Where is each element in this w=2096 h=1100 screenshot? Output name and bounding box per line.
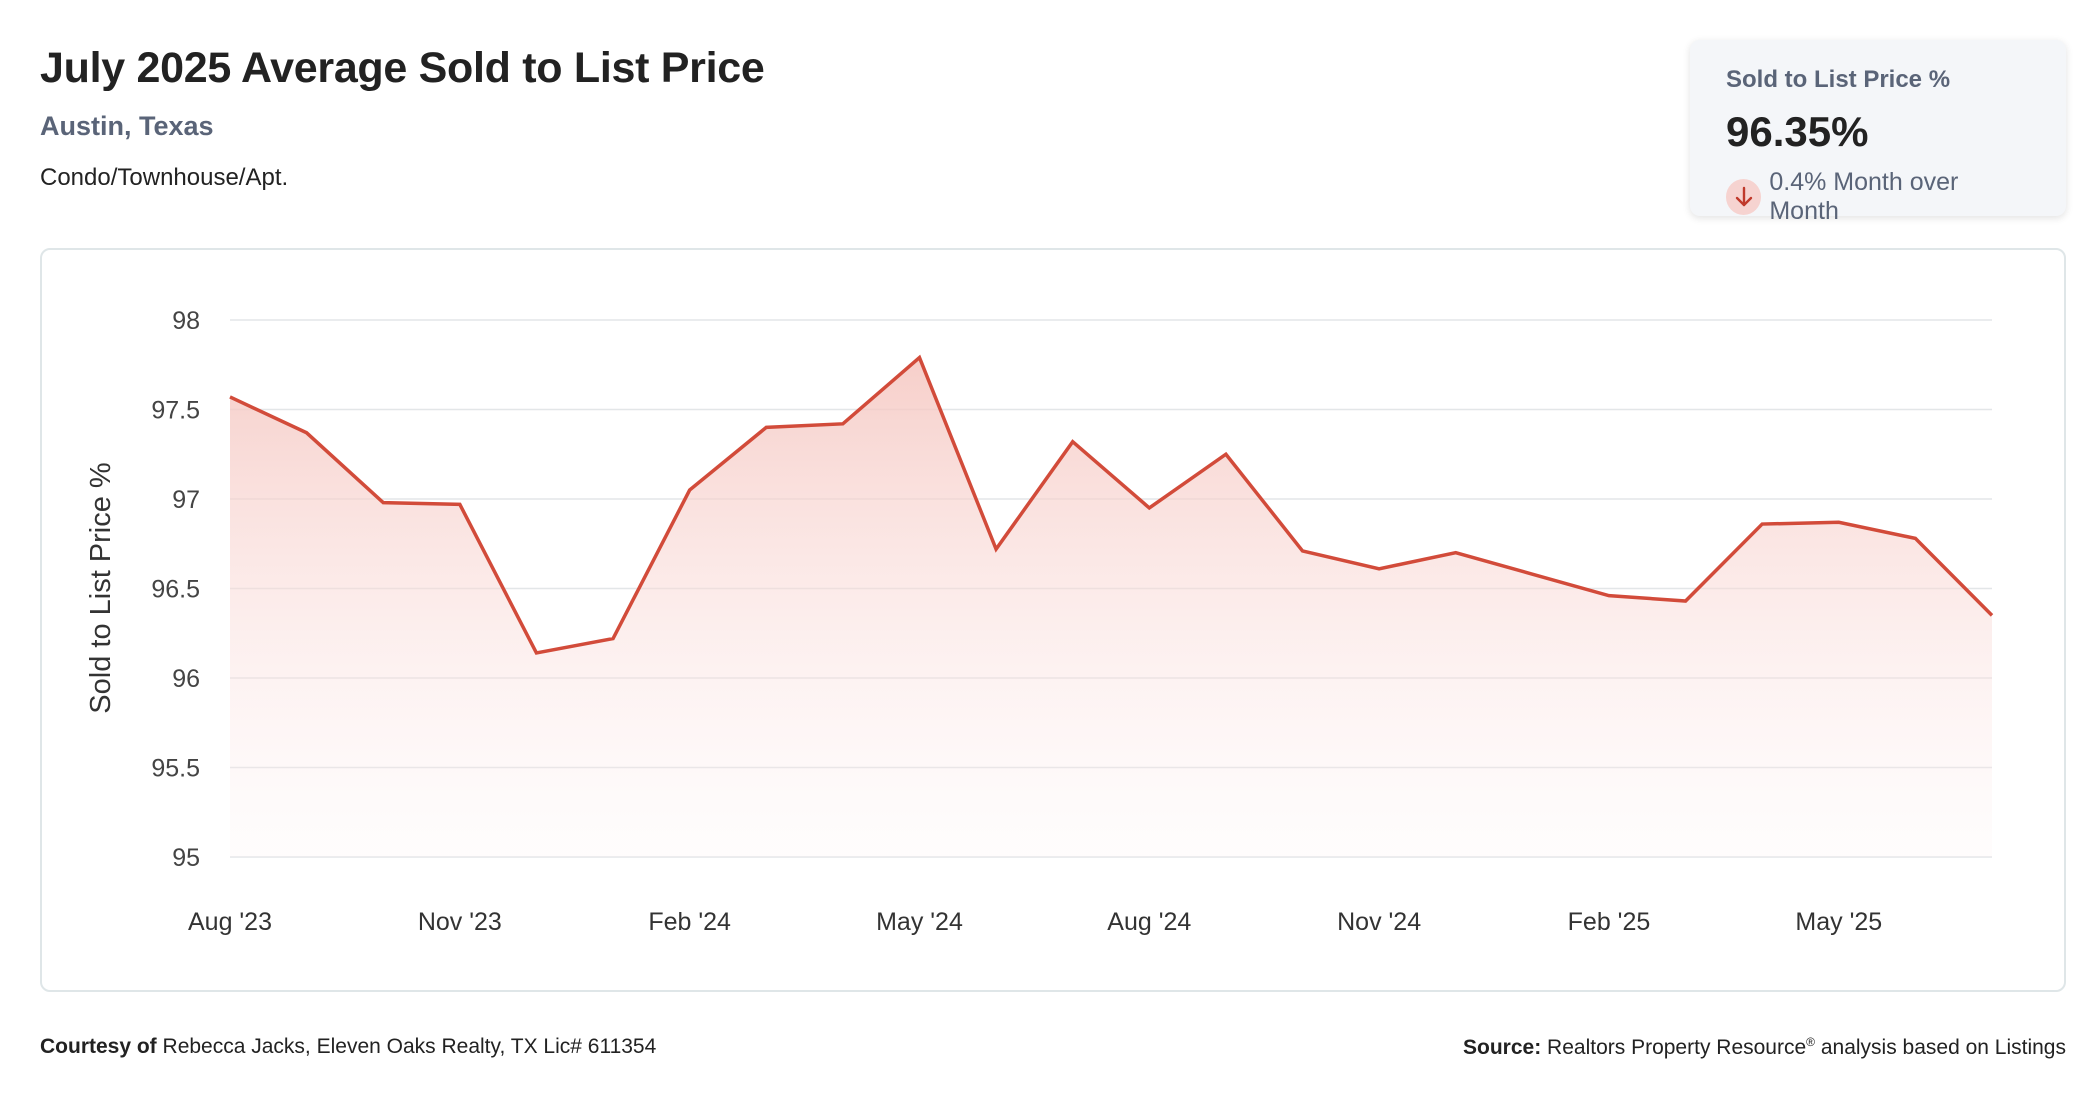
source-label: Source: [1463,1036,1542,1059]
location-subtitle: Austin, Texas [40,111,214,141]
y-tick-label: 96.5 [151,576,200,604]
data-point[interactable] [1682,597,1690,605]
footer-source: Source: Realtors Property Resource® anal… [1463,1035,2066,1060]
kpi-card: Sold to List Price % 96.35% 0.4% Month o… [1690,40,2066,225]
header: July 2025 Average Sold to List Price Aus… [40,44,765,192]
kpi-value: 96.35% [1726,108,1869,155]
property-type-label: Condo/Townhouse/Apt. [40,164,289,191]
data-point[interactable] [456,500,464,508]
data-point[interactable] [1528,570,1536,578]
registered-mark: ® [1806,1035,1815,1049]
data-point[interactable] [1605,592,1613,600]
data-point[interactable] [379,499,387,507]
courtesy-text: Rebecca Jacks, Eleven Oaks Realty, TX Li… [162,1035,657,1058]
data-point[interactable] [1299,547,1307,555]
chart-card: 98 97.5 97 96.5 96 95.5 95 Aug '23 Nov '23 Feb '… [40,248,2066,992]
x-tick-label: Nov '24 [1337,908,1421,936]
x-tick-label: Aug '23 [188,908,272,936]
data-point[interactable] [1069,438,1077,446]
page-title: July 2025 Average Sold to List Price [40,44,765,92]
data-point[interactable] [839,420,847,428]
data-point[interactable] [686,486,694,494]
data-point[interactable] [226,393,234,401]
x-tick-label: May '24 [876,908,963,936]
data-point[interactable] [762,423,770,431]
data-point[interactable] [1452,549,1460,557]
x-tick-label: Nov '23 [418,908,502,936]
kpi-change: 0.4% Month over Month [1726,168,2030,226]
data-point[interactable] [303,429,311,437]
series-line [229,354,1994,655]
footer-courtesy: Courtesy of Rebecca Jacks, Eleven Oaks R… [40,1035,656,1059]
data-point[interactable] [1911,534,1919,542]
kpi-label: Sold to List Price % [1726,66,1951,93]
data-point[interactable] [1375,565,1383,573]
x-tick-label: Feb '24 [648,908,731,936]
data-point[interactable] [1222,450,1230,458]
sold-to-list-chart: 98 97.5 97 96.5 96 95.5 95 Aug '23 Nov '23 Feb '… [85,307,1996,936]
y-axis-label: Sold to List Price % [85,462,117,713]
area-fill [230,357,1992,857]
data-point[interactable] [1758,520,1766,528]
data-point[interactable] [532,649,540,657]
y-tick-label: 95.5 [151,755,200,783]
y-tick-label: 97.5 [151,397,200,425]
source-text: Realtors Property Resource [1547,1036,1807,1059]
kpi-change-text: 0.4% Month over Month [1769,168,1959,225]
x-tick-label: Feb '25 [1568,908,1651,936]
arrow-down-icon [1726,179,1762,215]
y-tick-label: 98 [172,307,200,335]
data-point[interactable] [1145,504,1153,512]
source-text-suffix: analysis based on Listings [1815,1036,2066,1059]
data-point[interactable] [992,545,1000,553]
data-point[interactable] [915,354,923,362]
data-point[interactable] [1988,611,1996,619]
x-tick-label: Aug '24 [1107,908,1191,936]
y-tick-label: 95 [172,844,200,872]
courtesy-label: Courtesy of [40,1035,157,1058]
data-point[interactable] [609,635,617,643]
data-point[interactable] [1835,518,1843,526]
y-tick-label: 97 [172,486,200,514]
x-tick-label: May '25 [1795,908,1882,936]
y-tick-label: 96 [172,665,200,693]
